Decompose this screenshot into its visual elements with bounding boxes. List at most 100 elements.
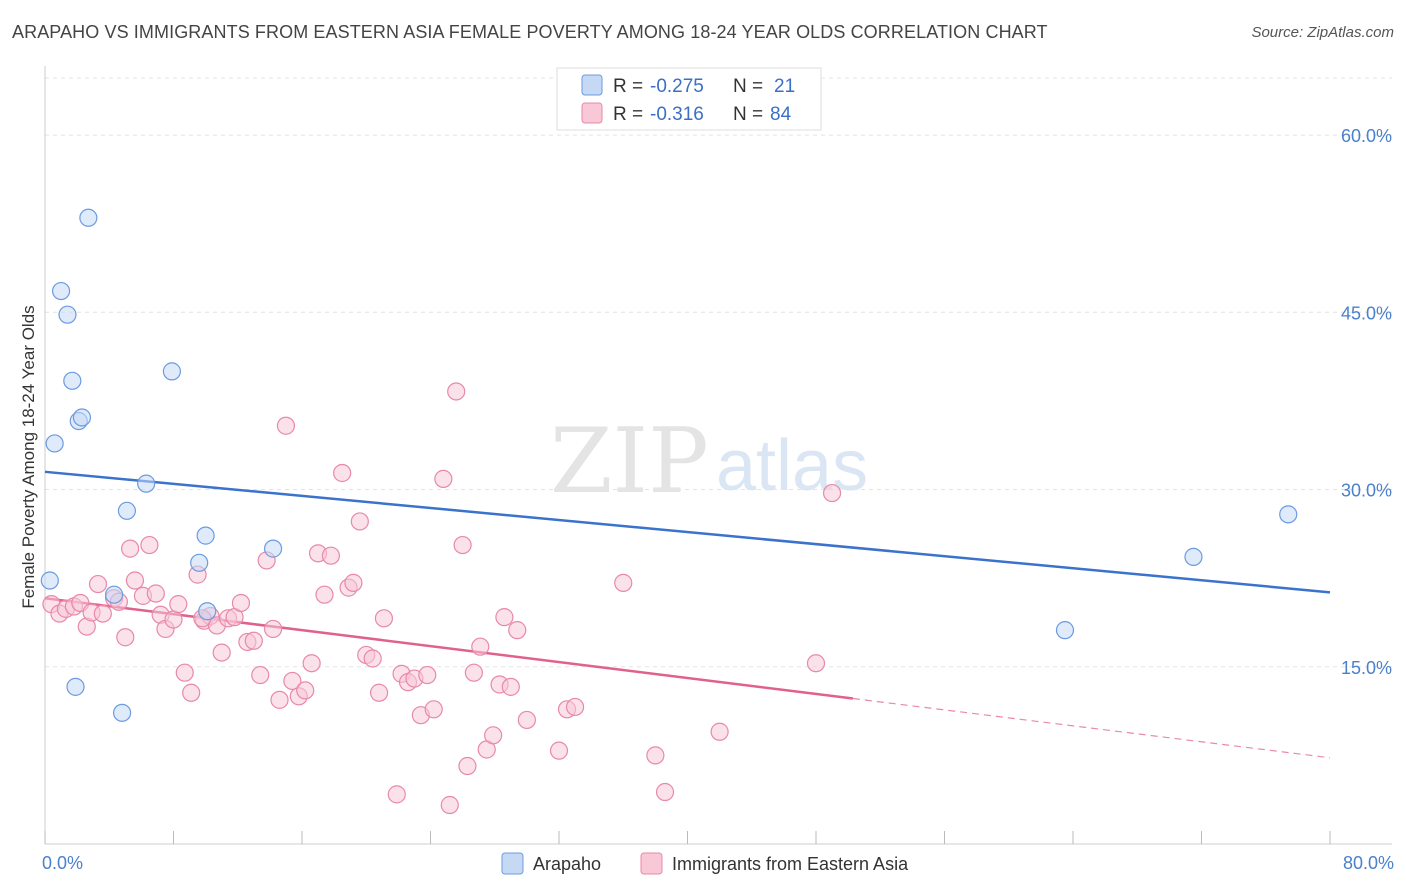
legend-r-value-arapaho: -0.275 — [650, 76, 704, 97]
legend-n-label-eastern-asia: N = — [733, 104, 763, 125]
point-series-1-27 — [212, 643, 231, 662]
point-series-1-71 — [501, 677, 520, 696]
point-series-1-21 — [175, 663, 194, 682]
series-legend-label-arapaho: Arapaho — [533, 854, 601, 874]
point-series-1-11 — [116, 628, 135, 647]
point-series-0-16 — [66, 677, 85, 696]
point-series-1-77 — [614, 573, 633, 592]
point-series-1-32 — [244, 631, 263, 650]
point-series-1-43 — [315, 585, 334, 604]
point-series-1-13 — [125, 571, 145, 590]
point-series-1-30 — [231, 593, 251, 613]
point-series-1-16 — [146, 584, 165, 603]
point-series-0-19 — [1184, 547, 1203, 566]
point-series-1-80 — [710, 722, 729, 741]
trend-line-0 — [44, 470, 1331, 594]
watermark: ZIP atlas — [550, 409, 868, 514]
y-axis-title: Female Poverty Among 18-24 Year Olds — [19, 305, 38, 608]
series-legend-label-eastern-asia: Immigrants from Eastern Asia — [672, 854, 909, 874]
point-series-1-74 — [549, 741, 569, 760]
point-series-1-64 — [458, 756, 477, 776]
trend-line-1-dashed — [852, 697, 1331, 759]
series-legend-swatch-eastern-asia — [640, 852, 663, 875]
y-tick-label-0: 15.0% — [1341, 658, 1392, 678]
point-series-1-44 — [321, 546, 341, 565]
point-series-0-20 — [1279, 505, 1298, 524]
point-series-1-61 — [440, 795, 459, 815]
point-series-1-50 — [363, 649, 382, 668]
point-series-1-38 — [283, 671, 302, 691]
y-tick-label-1: 30.0% — [1341, 481, 1392, 501]
point-series-1-22 — [182, 683, 201, 702]
series-legend: Arapaho Immigrants from Eastern Asia — [501, 852, 909, 875]
legend-r-value-eastern-asia: -0.316 — [650, 104, 704, 125]
x-tick-label-start: 0.0% — [42, 853, 83, 873]
point-series-1-7 — [88, 574, 108, 594]
point-series-1-51 — [370, 683, 389, 702]
point-series-0-4 — [63, 371, 82, 390]
point-series-1-62 — [447, 382, 466, 401]
point-series-0-9 — [137, 474, 156, 493]
point-series-1-58 — [418, 665, 437, 685]
point-series-0-13 — [190, 553, 209, 572]
watermark-zip: ZIP — [550, 409, 709, 514]
legend-swatch-eastern-asia — [581, 102, 603, 124]
point-series-1-36 — [270, 690, 289, 709]
series-legend-swatch-arapaho — [501, 852, 524, 875]
point-series-1-60 — [434, 469, 453, 489]
point-series-0-17 — [112, 703, 132, 722]
point-series-0-1 — [79, 208, 98, 227]
point-series-1-79 — [655, 782, 675, 802]
point-series-1-15 — [140, 535, 159, 555]
point-series-1-78 — [646, 746, 665, 765]
point-series-1-52 — [374, 609, 394, 628]
point-series-1-73 — [517, 710, 536, 730]
point-series-0-11 — [196, 526, 215, 545]
point-series-0-7 — [72, 408, 92, 427]
point-series-0-14 — [104, 585, 124, 604]
point-series-0-15 — [198, 602, 217, 621]
point-series-0-18 — [1055, 621, 1075, 640]
point-series-1-19 — [164, 610, 183, 629]
point-series-1-59 — [424, 700, 443, 719]
point-series-1-48 — [350, 512, 369, 531]
legend-swatch-arapaho — [581, 74, 603, 96]
point-series-1-45 — [333, 463, 352, 483]
point-series-1-8 — [93, 604, 112, 623]
point-series-0-12 — [263, 539, 283, 558]
point-series-1-40 — [296, 681, 315, 700]
point-series-1-68 — [484, 726, 503, 745]
legend-n-value-eastern-asia: 84 — [770, 104, 792, 125]
point-series-1-63 — [453, 535, 472, 555]
point-series-1-41 — [302, 654, 321, 673]
point-series-1-82 — [822, 483, 842, 503]
y-tick-label-3: 60.0% — [1341, 126, 1392, 146]
source-credit: Source: ZipAtlas.com — [1251, 24, 1394, 41]
point-series-0-10 — [117, 501, 137, 520]
point-series-1-72 — [508, 621, 527, 640]
point-series-1-65 — [464, 663, 483, 682]
y-tick-labels: 15.0% 30.0% 45.0% 60.0% — [1341, 126, 1392, 678]
point-series-0-0 — [40, 571, 59, 590]
point-series-1-35 — [263, 619, 283, 639]
legend-n-label-arapaho: N = — [733, 76, 763, 97]
point-series-1-81 — [806, 654, 826, 673]
point-series-0-5 — [162, 362, 181, 381]
point-series-1-70 — [495, 608, 514, 627]
y-tick-label-2: 45.0% — [1341, 303, 1392, 323]
axes — [44, 66, 1392, 845]
legend-n-value-arapaho: 21 — [774, 76, 795, 97]
point-series-1-47 — [344, 573, 363, 592]
point-series-1-12 — [121, 539, 140, 558]
point-series-1-76 — [565, 697, 585, 717]
x-tick-labels: 0.0% 80.0% — [42, 853, 1394, 873]
legend-r-label-eastern-asia: R = — [613, 104, 643, 125]
point-series-0-3 — [58, 305, 77, 324]
point-series-0-8 — [45, 434, 64, 453]
data-points — [40, 208, 1298, 815]
watermark-atlas: atlas — [716, 426, 868, 506]
point-series-1-33 — [251, 665, 270, 685]
point-series-0-2 — [51, 281, 71, 301]
point-series-1-37 — [276, 416, 296, 435]
correlation-legend: R = -0.275 N = 21 R = -0.316 N = 84 — [556, 67, 822, 131]
